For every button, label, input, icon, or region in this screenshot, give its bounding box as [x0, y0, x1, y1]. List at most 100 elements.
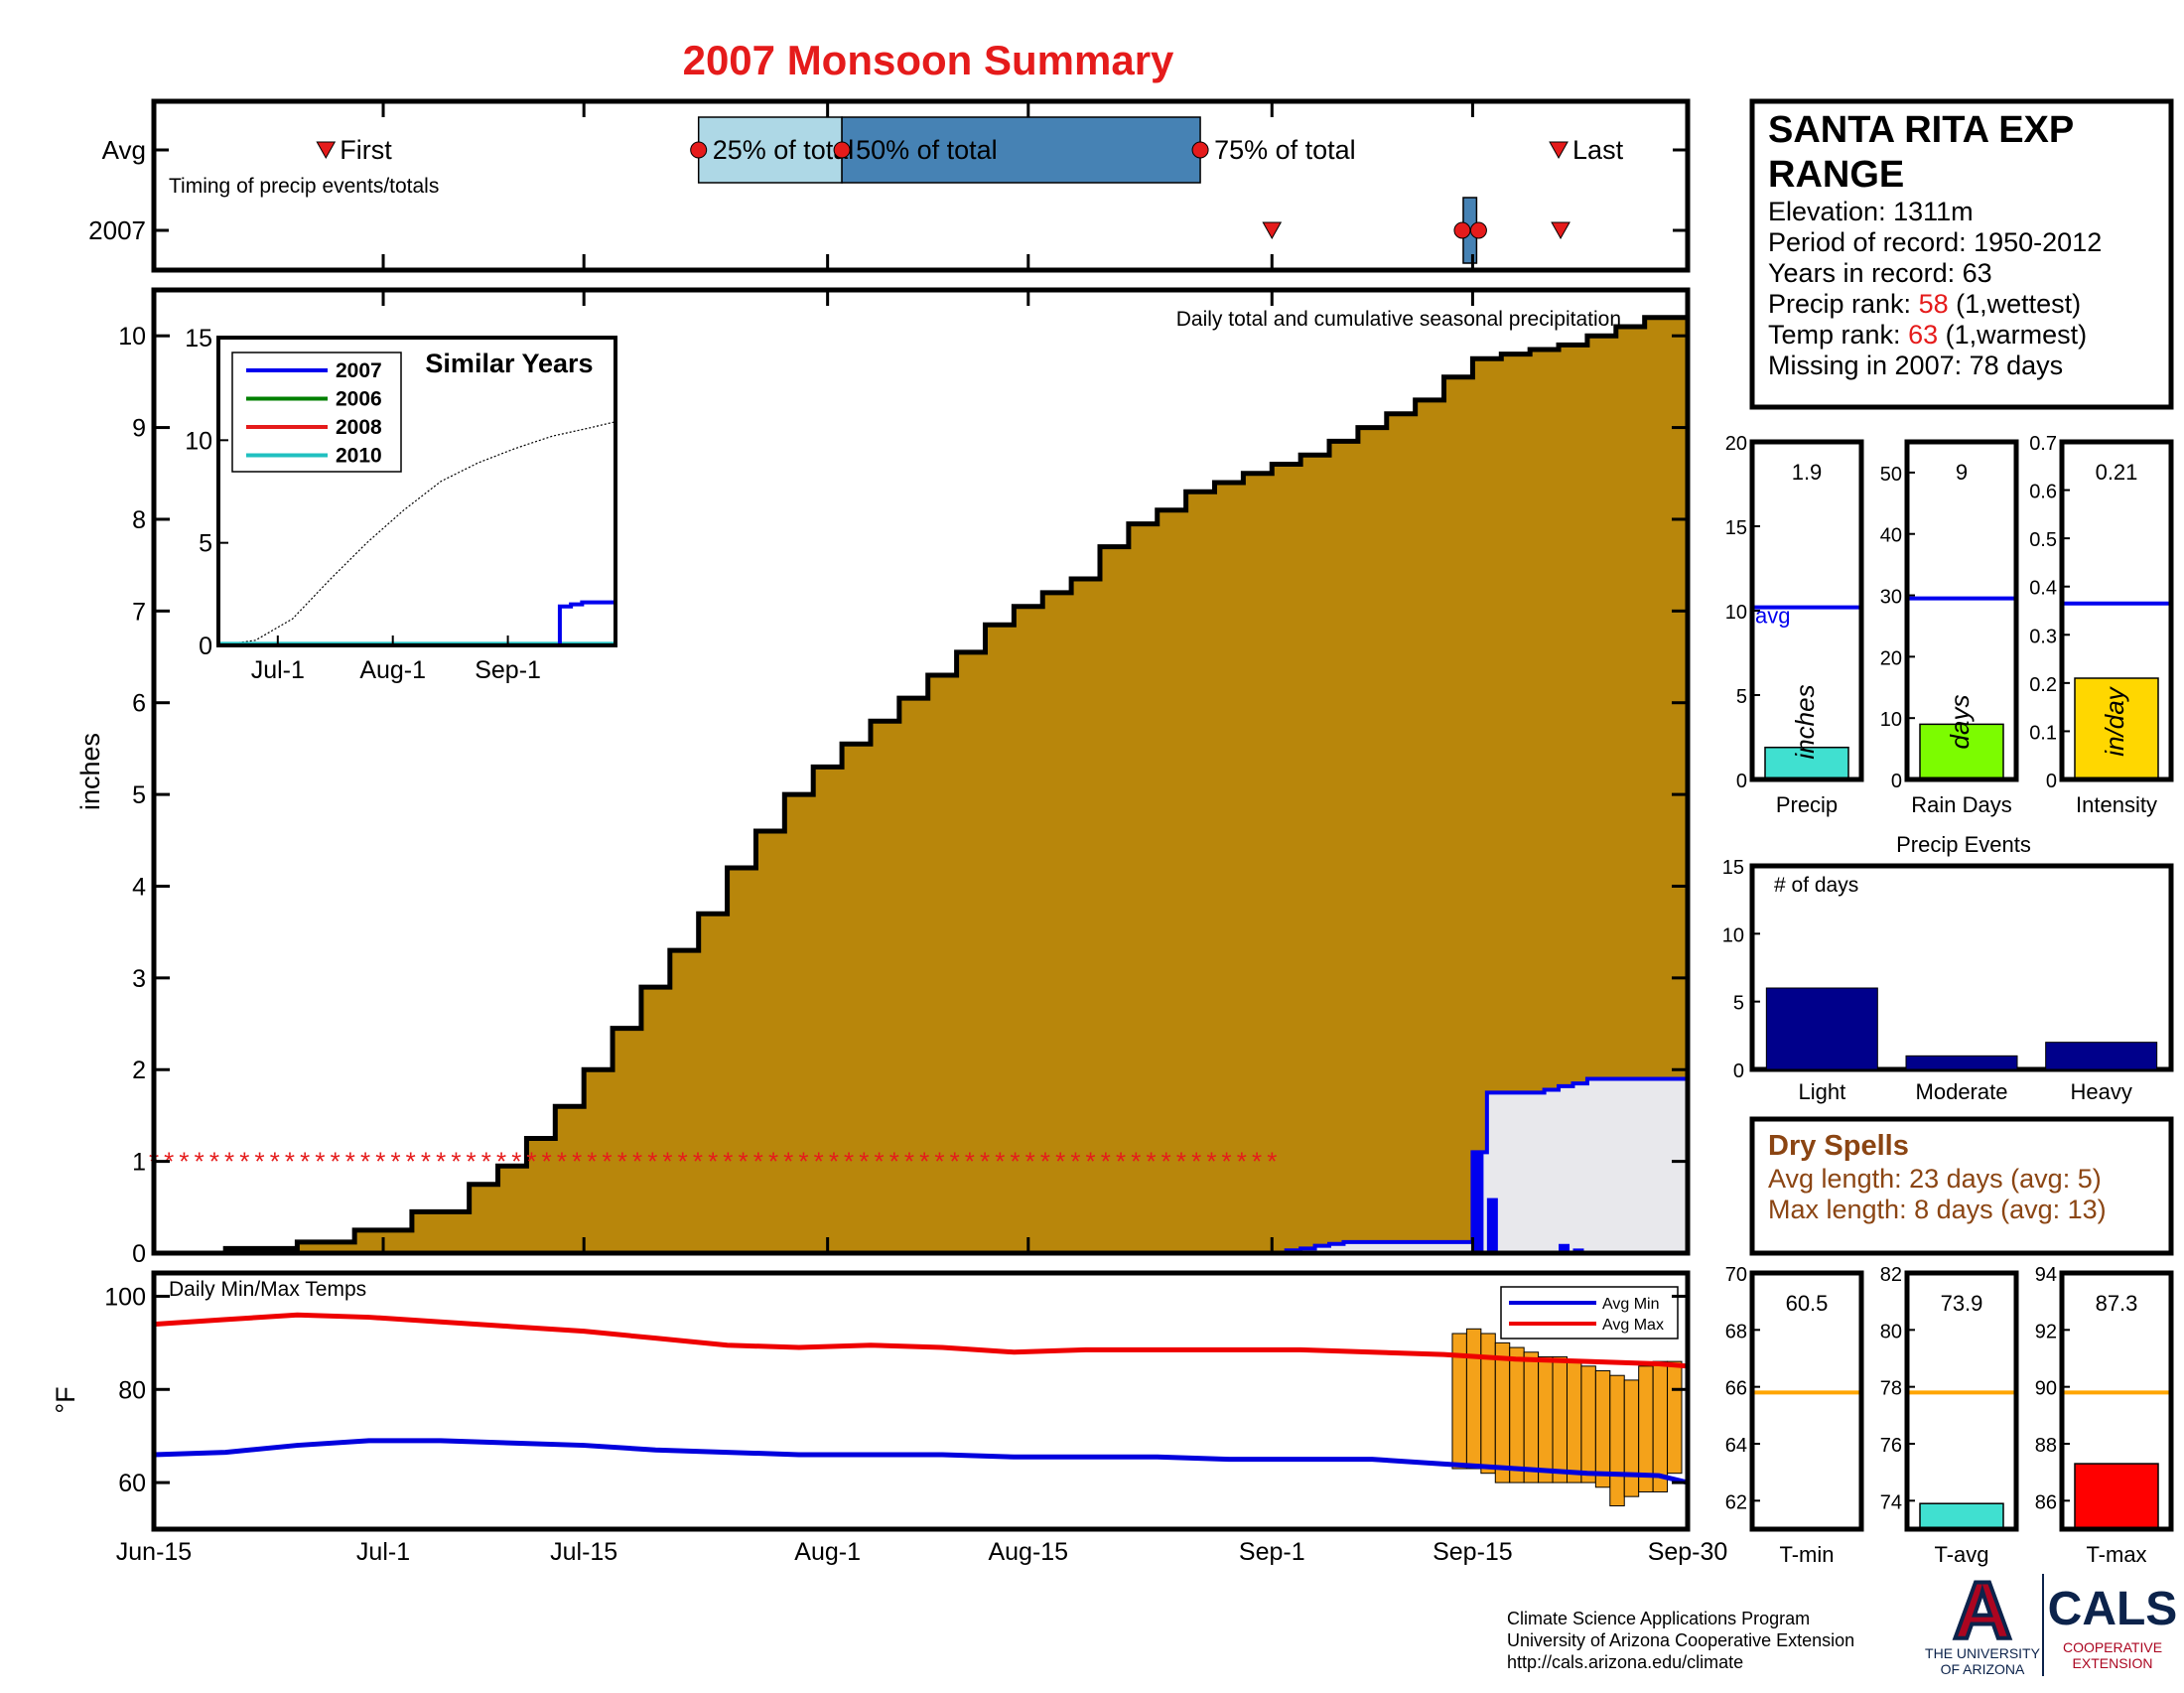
daily-temp-bar-1	[1465, 1328, 1482, 1470]
temp-data-layer	[153, 1312, 1689, 1507]
events-bar-heavy	[2045, 1042, 2158, 1070]
missing-marker: *	[904, 1147, 914, 1177]
stat_intensity-tick-label: 0.4	[2029, 578, 2057, 600]
temp-y-tick-label: 100	[104, 1283, 146, 1311]
timing-row-year: 2007	[88, 215, 146, 245]
stat_tavg-value-bar	[1919, 1502, 2004, 1530]
missing-marker: *	[783, 1147, 793, 1177]
station-name-line2: RANGE	[1768, 154, 1904, 196]
missing-marker: *	[874, 1147, 884, 1177]
temperature-stat-panels: 60.5 62 64 66 68 70 T-min 73.9 74 76 78 80 82 T-avg 87…	[1725, 1264, 2174, 1567]
cals-sub2: EXTENSION	[2073, 1655, 2153, 1671]
missing-marker: *	[496, 1147, 506, 1177]
stat_tavg-label: T-avg	[1934, 1542, 1988, 1567]
missing-marker: *	[662, 1147, 672, 1177]
year-last-marker	[1551, 221, 1570, 240]
station-period: Period of record: 1950-2012	[1768, 227, 2102, 257]
missing-marker: *	[739, 1147, 749, 1177]
missing-marker: *	[542, 1147, 552, 1177]
main-y-tick-label: 3	[132, 965, 146, 993]
timing-row-avg: Avg	[102, 135, 146, 165]
missing-marker: *	[390, 1147, 400, 1177]
temp-caption: Daily Min/Max Temps	[169, 1278, 366, 1301]
precip-stat-panels: 1.9 0 5 10 15 20 Precip inches avg 9 0 10 20 30 40 50 Ra…	[1725, 433, 2174, 817]
stat_raindays-tick-label: 30	[1880, 587, 1902, 609]
stat_intensity-frame	[2059, 439, 2174, 782]
events-title: Precip Events	[1896, 832, 2031, 857]
missing-marker: *	[919, 1147, 929, 1177]
missing-marker: *	[1252, 1147, 1262, 1177]
station-temp-rank: Temp rank: 63 (1,warmest)	[1768, 320, 2087, 350]
station-info: SANTA RITA EXP RANGE Elevation: 1311m Pe…	[1749, 98, 2174, 410]
daily-temp-bar-12	[1623, 1379, 1640, 1497]
stat_tmin-frame	[1749, 1270, 1864, 1532]
missing-marker: *	[980, 1147, 990, 1177]
inset-x-tick-label: Jul-1	[251, 656, 305, 684]
stat_intensity-label: Intensity	[2076, 792, 2157, 817]
station-precip-rank: Precip rank: 58 (1,wettest)	[1768, 289, 2081, 319]
missing-marker: *	[254, 1147, 264, 1177]
main-y-ticks: 0 1 2 3 4 5 6 7 8 9 10	[118, 323, 1688, 1268]
daily-temp-bar-8	[1566, 1360, 1582, 1483]
stat_intensity-tick-label: 0.1	[2029, 722, 2057, 744]
stat_intensity-value-text: 0.21	[2096, 460, 2138, 485]
main-x-tick-label: Sep-30	[1648, 1538, 1728, 1566]
stat_raindays-tick-label: 20	[1880, 647, 1902, 669]
stat_intensity-tick-label: 0.5	[2029, 529, 2057, 551]
stat_precip-tick-label: 5	[1736, 686, 1747, 708]
stat_tmin-tick-label: 68	[1725, 1321, 1747, 1342]
missing-marker: *	[572, 1147, 582, 1177]
temp-y-tick-label: 60	[118, 1470, 146, 1497]
main-y-tick-label: 7	[132, 598, 146, 626]
main-x-tick-label: Sep-1	[1239, 1538, 1305, 1566]
main-x-tick-label: Aug-1	[794, 1538, 861, 1566]
missing-marker: *	[1116, 1147, 1126, 1177]
stat-precip-panel: 1.9 0 5 10 15 20 Precip inches avg	[1725, 433, 1864, 817]
missing-marker: *	[436, 1147, 446, 1177]
missing-marker: *	[814, 1147, 824, 1177]
precip-events-chart: Precip Events # of days Light Moderate Hea…	[1722, 832, 2174, 1104]
precip-main-chart: * * * * * * * * * * * * * * * * * * * * * * * * * * * * * * * * * * * * * * * *…	[75, 101, 1727, 1566]
dry-spells-frame	[1749, 1116, 2174, 1256]
missing-marker: *	[1010, 1147, 1020, 1177]
inset-frame	[216, 336, 617, 647]
daily-temp-bar-14	[1652, 1360, 1669, 1492]
stat_precip-tick-label: 15	[1725, 517, 1747, 539]
stat_tavg-tick-label: 74	[1880, 1491, 1902, 1513]
main-x-tick-label: Jul-15	[550, 1538, 617, 1566]
stat_tmin-tick-label: 62	[1725, 1491, 1747, 1513]
inset-legend-label-2008: 2008	[336, 416, 382, 439]
main-y-tick-label: 10	[118, 323, 146, 351]
dry-spells-max-length: Max length: 8 days (avg: 13)	[1768, 1195, 2107, 1224]
daily-temp-bar-3	[1494, 1341, 1511, 1483]
missing-marker: *	[693, 1147, 703, 1177]
stat_raindays-background	[1907, 442, 2016, 779]
missing-marker: *	[421, 1147, 431, 1177]
main-x-tick-label: Jul-1	[356, 1538, 410, 1566]
temp-rank-label: Temp rank:	[1768, 320, 1908, 350]
inset-legend: 2007 2006 2008 2010	[246, 359, 382, 468]
avg-last-marker	[1549, 141, 1569, 160]
daily-temp-bar-5	[1523, 1351, 1540, 1483]
avg-p25-label: 25% of total	[713, 135, 855, 165]
missing-marker: *	[1191, 1147, 1201, 1177]
stat_raindays-tick-label: 0	[1891, 771, 1902, 792]
temp-legend-box	[1500, 1286, 1679, 1340]
missing-marker: *	[965, 1147, 975, 1177]
missing-data-markers: * * * * * * * * * * * * * * * * * * * * * * * * * * * * * * * * * * * * * * * *…	[149, 1147, 1277, 1177]
stat_raindays-label: Rain Days	[1911, 792, 2011, 817]
main-y-tick-label: 0	[132, 1240, 146, 1268]
missing-marker: *	[315, 1147, 325, 1177]
avg-last-label: Last	[1572, 135, 1624, 165]
avg-first-label: First	[340, 135, 392, 165]
stat_precip-avg-label: avg	[1755, 604, 1790, 629]
precip-rank-value: 58	[1919, 289, 1949, 319]
inset-y-tick-label: 15	[185, 325, 212, 353]
main-y-tick-label: 1	[132, 1149, 146, 1177]
events-tick-label: 0	[1733, 1060, 1744, 1082]
ua-text2: OF ARIZONA	[1941, 1661, 2025, 1677]
stat_tavg-tick-label: 78	[1880, 1378, 1902, 1400]
stat_raindays-tick-label: 40	[1880, 525, 1902, 547]
temperature-chart: Daily Min/Max Temps °F Avg Min Avg Max 6…	[51, 1270, 1691, 1532]
